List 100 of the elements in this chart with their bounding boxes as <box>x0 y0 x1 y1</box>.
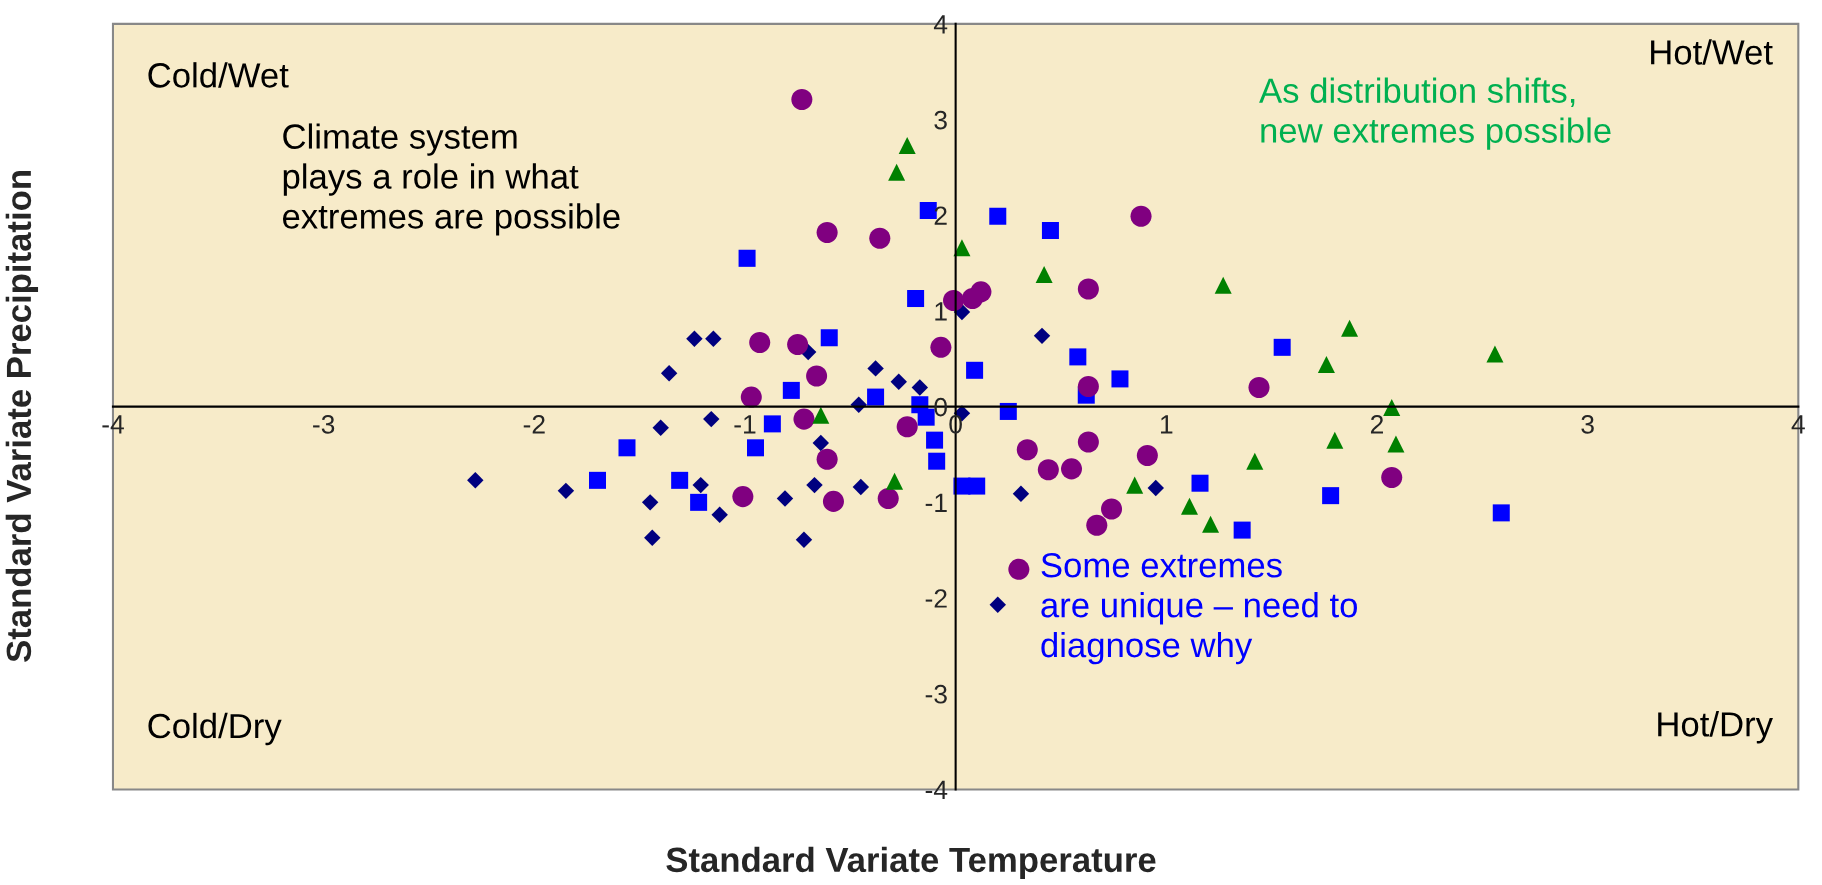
annotation: Hot/Wet <box>1651 39 1773 65</box>
point <box>1033 327 1051 345</box>
point <box>1077 431 1099 453</box>
point <box>749 332 771 354</box>
x-tick-label: -3 <box>313 414 335 434</box>
annotation: Hot/Dry <box>1658 711 1773 744</box>
point <box>1136 444 1158 466</box>
y-tick-label: 3 <box>934 110 947 130</box>
x-axis-title: Standard Variate Temperature <box>666 846 1156 880</box>
point <box>907 290 925 308</box>
point <box>917 408 935 426</box>
point <box>1273 338 1291 356</box>
point <box>1202 515 1220 533</box>
point <box>816 448 838 470</box>
annotation: Some extremes are unique – need to diagnose why <box>1041 553 1357 665</box>
annotation: Climate system plays a role in what extremes are possible <box>282 123 620 236</box>
point <box>926 431 944 449</box>
y-tick-label: 4 <box>933 15 948 34</box>
y-tick-label: -4 <box>925 780 948 799</box>
point <box>705 330 722 347</box>
point <box>1008 558 1030 580</box>
point <box>1191 474 1209 492</box>
point <box>970 281 992 303</box>
point <box>557 482 575 500</box>
point <box>1035 266 1053 284</box>
point <box>890 373 907 390</box>
y-tick-label: -3 <box>925 684 947 704</box>
x-tick-label: -2 <box>523 414 545 434</box>
point <box>686 330 703 347</box>
y-tick-label: -2 <box>925 589 947 608</box>
point <box>989 207 1007 225</box>
point <box>1069 348 1087 366</box>
point <box>1248 376 1270 399</box>
point <box>886 472 904 490</box>
point <box>820 329 838 347</box>
point <box>671 471 689 489</box>
point <box>793 408 815 430</box>
point <box>930 336 952 358</box>
x-tick-label: 4 <box>1791 415 1805 434</box>
point <box>641 494 659 511</box>
point <box>1077 376 1099 398</box>
point <box>867 388 885 406</box>
point <box>928 452 946 470</box>
x-tick-label: -1 <box>734 415 756 434</box>
point <box>747 439 765 457</box>
point <box>795 531 813 548</box>
point <box>852 478 870 496</box>
y-tick-label: 1 <box>935 302 947 321</box>
x-tick-label: 2 <box>1370 414 1383 434</box>
point <box>1130 205 1152 227</box>
x-tick-label: 1 <box>1160 415 1173 434</box>
point <box>660 364 678 382</box>
point <box>776 490 794 507</box>
point <box>589 471 607 489</box>
point <box>1180 497 1198 515</box>
point <box>703 410 720 428</box>
point <box>467 472 484 489</box>
annotation: Cold/Wet <box>148 62 289 88</box>
point <box>1016 439 1038 461</box>
point <box>644 529 661 546</box>
point <box>740 386 762 408</box>
point <box>1012 485 1030 502</box>
point <box>1322 487 1340 505</box>
y-axis-title: Standard Variate Precipitation <box>5 171 39 662</box>
point <box>1086 514 1108 536</box>
point <box>1126 476 1144 494</box>
point <box>1077 278 1099 300</box>
point <box>953 239 971 257</box>
point <box>1387 435 1405 453</box>
point <box>911 379 929 396</box>
point <box>869 227 891 249</box>
point <box>1111 370 1129 388</box>
point <box>896 416 918 438</box>
point <box>822 490 844 512</box>
point <box>763 415 781 433</box>
point <box>1326 431 1344 449</box>
y-tick-label: 2 <box>934 206 947 225</box>
point <box>877 487 899 510</box>
point <box>898 136 916 154</box>
point <box>652 419 669 436</box>
point <box>1486 345 1504 363</box>
point <box>1317 356 1335 374</box>
point <box>690 493 708 511</box>
point <box>1101 498 1123 520</box>
annotation: As distribution shifts, new extremes possible <box>1259 77 1611 150</box>
point <box>812 434 830 452</box>
point <box>1233 521 1251 539</box>
point <box>966 361 984 379</box>
x-tick-label: 3 <box>1581 414 1594 434</box>
point <box>816 221 838 244</box>
point <box>791 88 813 111</box>
point <box>1037 459 1059 481</box>
point <box>711 506 728 523</box>
point <box>806 365 828 387</box>
point <box>692 476 709 494</box>
point <box>812 406 830 424</box>
point <box>1341 319 1359 337</box>
point <box>989 596 1006 613</box>
point <box>1246 452 1264 470</box>
point <box>732 486 754 508</box>
